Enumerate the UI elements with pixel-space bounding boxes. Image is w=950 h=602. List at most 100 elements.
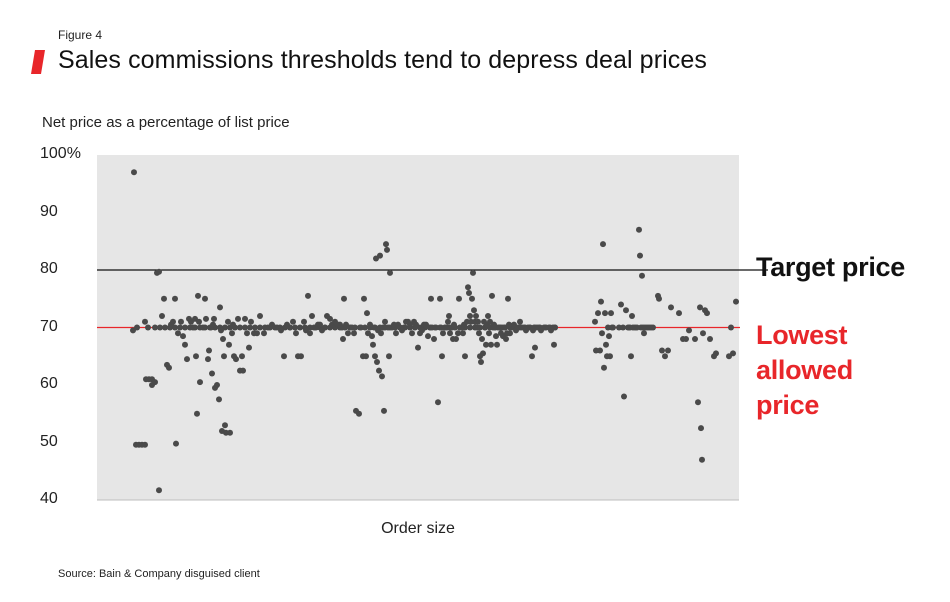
data-point [733,298,739,305]
data-point [455,330,461,337]
data-point [704,310,710,317]
data-point [601,364,607,371]
data-point [356,410,362,417]
data-point [440,330,446,337]
data-point [182,341,188,348]
data-point [292,324,298,331]
data-point [309,313,315,319]
y-tick-label: 40 [40,490,58,507]
data-point [447,330,453,337]
data-point [239,353,245,360]
data-point [372,353,378,360]
data-point [229,330,235,337]
data-point [607,353,613,360]
data-point [307,330,313,337]
data-point [233,356,239,363]
data-point [142,441,148,448]
data-point [220,336,226,342]
data-point [200,324,206,331]
data-point [656,295,662,302]
data-point [175,330,181,337]
data-point [636,226,642,233]
data-point [157,324,163,331]
data-point [413,321,419,328]
data-point [382,318,388,325]
data-point [340,336,346,342]
data-point [473,313,479,319]
data-point [317,321,323,328]
data-point [409,330,415,337]
data-point [493,333,499,340]
data-point [433,324,439,331]
data-point [203,315,209,322]
data-point [177,324,183,331]
data-point [156,487,162,494]
data-point [697,304,703,311]
data-point [445,318,451,325]
data-point [246,344,252,351]
data-point [451,321,457,328]
data-point [386,353,392,360]
data-point [159,313,165,319]
data-point [435,399,441,406]
data-point [428,295,434,302]
data-point [247,324,253,331]
data-point [446,313,452,319]
data-point [214,382,220,388]
target-price-label: Target price [756,252,905,282]
data-point [676,310,682,317]
data-point [606,333,612,340]
data-point [240,367,246,374]
data-point [597,347,603,354]
data-point [728,324,734,331]
data-point [131,169,137,176]
data-point [195,292,201,299]
data-point [641,330,647,337]
data-point [483,341,489,348]
data-point [668,304,674,311]
data-point [370,341,376,348]
data-point [639,272,645,279]
data-point [444,324,450,331]
data-point [202,295,208,302]
data-point [377,252,383,259]
data-point [552,324,558,331]
data-point [209,370,215,377]
data-point [235,315,241,322]
data-point [532,344,538,351]
data-point [415,344,421,351]
title-accent-mark [31,50,45,74]
data-point [193,353,199,360]
data-point [517,318,523,325]
data-point [217,304,223,311]
data-point [190,324,196,331]
data-point [551,341,557,348]
data-point [419,327,425,334]
data-point [659,347,665,354]
data-point [529,353,535,360]
data-point [610,324,616,331]
data-point [431,336,437,342]
data-point [173,440,179,447]
data-point [620,324,626,331]
data-point [166,364,172,371]
data-point [218,327,224,334]
y-tick-label: 100% [40,145,81,162]
data-point [322,324,328,331]
data-point [476,330,482,337]
data-point [254,330,260,337]
data-point [425,333,431,340]
data-point [358,324,364,331]
data-point [467,324,473,331]
figure-label: Figure 4 [58,28,103,42]
y-tick-label: 60 [40,375,58,392]
data-point [486,330,492,337]
data-point [301,318,307,325]
data-point [467,313,473,319]
data-point [378,330,384,337]
data-point [700,330,706,337]
data-point [437,295,443,302]
data-point [170,318,176,325]
data-point [686,327,692,334]
